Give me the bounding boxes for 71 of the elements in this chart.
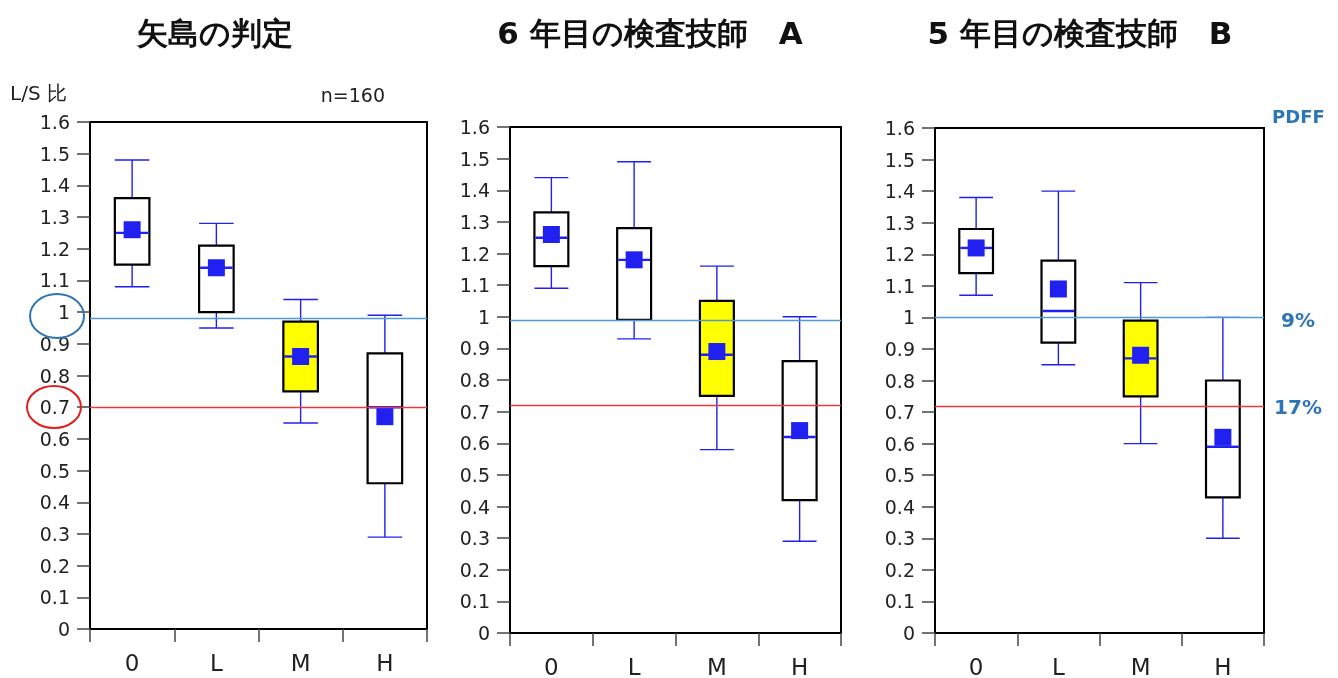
y-tick-label: 0.8	[884, 369, 915, 392]
y-tick-label: 0.5	[884, 464, 915, 487]
y-tick-label: 0.8	[39, 364, 70, 387]
chart-title: 6 年目の検査技師 A	[497, 15, 803, 51]
x-tick-label: M	[706, 653, 727, 678]
x-tick-label: 0	[544, 653, 559, 678]
x-tick-label: M	[1130, 653, 1151, 678]
y-tick-label: 0.6	[459, 432, 490, 455]
y-tick-label: 0.2	[459, 558, 490, 581]
x-tick-label: M	[290, 649, 311, 676]
y-tick-label: 1.6	[459, 116, 490, 138]
y-tick-label: 0.5	[459, 463, 490, 486]
y-tick-label: 0.8	[459, 369, 490, 391]
y-tick-label: 0.2	[39, 554, 70, 577]
text: 9%	[1281, 308, 1315, 332]
x-tick-label: L	[1051, 653, 1065, 678]
y-tick-label: 1.1	[459, 274, 490, 297]
y-tick-label: 0.7	[39, 396, 70, 419]
text: n=160	[320, 84, 385, 106]
y-tick-label: 1.3	[459, 210, 490, 233]
y-tick-label: 0.6	[884, 432, 915, 455]
y-tick-label: 0	[902, 622, 915, 644]
y-tick-label: 1.5	[459, 147, 490, 170]
y-tick-label: 0.1	[459, 590, 490, 613]
y-tick-label: 1.4	[459, 179, 490, 202]
y-tick-label: 0.6	[39, 427, 70, 450]
y-tick-label: 1.2	[459, 242, 490, 265]
y-tick-label: 1.5	[39, 142, 70, 165]
text: 17%	[1274, 395, 1322, 419]
y-tick-label: 1	[477, 305, 490, 328]
chart-title: 矢島の判定	[136, 15, 293, 51]
y-tick-label: 1.1	[39, 269, 70, 292]
x-tick-label: L	[209, 649, 223, 676]
y-tick-label: 1.6	[884, 117, 915, 139]
y-tick-label: 1.1	[884, 274, 915, 297]
y-tick-label: 0.7	[884, 401, 915, 424]
y-tick-label: 0.9	[39, 332, 70, 355]
x-tick-label: 0	[968, 653, 984, 678]
x-tick-label: H	[376, 649, 394, 676]
y-tick-label: 0.9	[884, 337, 915, 360]
text: PDFF	[1272, 105, 1325, 127]
y-tick-label: 1	[902, 306, 915, 329]
y-tick-label: 0.9	[459, 337, 490, 360]
y-tick-label: 0	[57, 618, 70, 640]
y-tick-label: 0.3	[459, 527, 490, 550]
y-tick-label: 1.2	[39, 237, 70, 260]
y-tick-label: 1.5	[884, 148, 915, 171]
y-tick-label: 0.4	[884, 495, 915, 518]
x-tick-label: 0	[124, 649, 140, 676]
y-tick-label: 0.2	[884, 558, 915, 581]
y-tick-label: 1.4	[884, 180, 915, 203]
y-tick-label: 0.3	[39, 522, 70, 545]
y-tick-label: 0.5	[39, 459, 70, 482]
y-tick-label: 1.3	[884, 211, 915, 234]
chart-title: 5 年目の検査技師 B	[927, 15, 1233, 51]
y-axis-title: L/S 比	[10, 81, 67, 105]
y-tick-label: 0.4	[459, 495, 490, 518]
x-tick-label: H	[790, 653, 809, 678]
y-tick-label: 0.3	[884, 527, 915, 550]
y-tick-label: 0.1	[39, 586, 70, 609]
y-tick-label: 1.2	[884, 243, 915, 266]
y-tick-label: 0	[477, 622, 490, 644]
y-tick-label: 0.1	[884, 590, 915, 613]
y-tick-label: 1	[57, 301, 70, 324]
y-tick-label: 0.7	[459, 400, 490, 423]
y-tick-label: 1.4	[39, 174, 70, 197]
x-tick-label: L	[627, 653, 641, 678]
y-tick-label: 0.4	[39, 491, 70, 514]
y-tick-label: 1.3	[39, 206, 70, 229]
y-tick-label: 1.6	[39, 111, 70, 133]
x-tick-label: H	[1214, 653, 1232, 678]
